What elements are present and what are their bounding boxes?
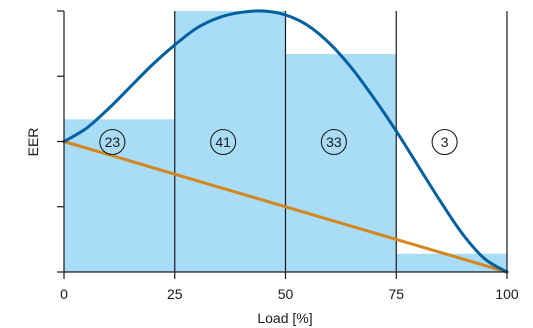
bin-label-circle-0 — [99, 128, 126, 156]
bin-label-circle-2 — [320, 128, 347, 156]
bin-label-0: 23 — [105, 134, 121, 150]
bars — [64, 11, 507, 272]
bar-3 — [396, 253, 507, 272]
x-axis-title: Load [%] — [257, 310, 312, 326]
bar-2 — [285, 54, 397, 272]
bin-dividers — [174, 11, 397, 272]
axes: 0 25 50 75 100 — [57, 10, 519, 302]
x-tick-label-0: 0 — [60, 286, 68, 302]
bin-label-circle-1 — [210, 128, 237, 156]
x-tick-label-1: 25 — [167, 286, 183, 302]
bar-0 — [64, 119, 175, 272]
bin-labels: 23 41 33 3 — [99, 128, 458, 156]
x-tick-label-4: 100 — [495, 286, 519, 302]
curves — [62, 9, 509, 274]
bin-label-3: 3 — [441, 134, 449, 150]
bin-label-1: 41 — [215, 134, 231, 150]
bin-label-2: 33 — [326, 134, 342, 150]
blue-curve — [62, 9, 509, 274]
x-tick-label-2: 50 — [278, 286, 294, 302]
x-tick-label-3: 75 — [388, 286, 404, 302]
y-axis-title: EER — [25, 128, 41, 157]
orange-line — [62, 140, 509, 274]
bin-label-circle-3 — [431, 128, 458, 156]
bar-1 — [174, 11, 286, 272]
